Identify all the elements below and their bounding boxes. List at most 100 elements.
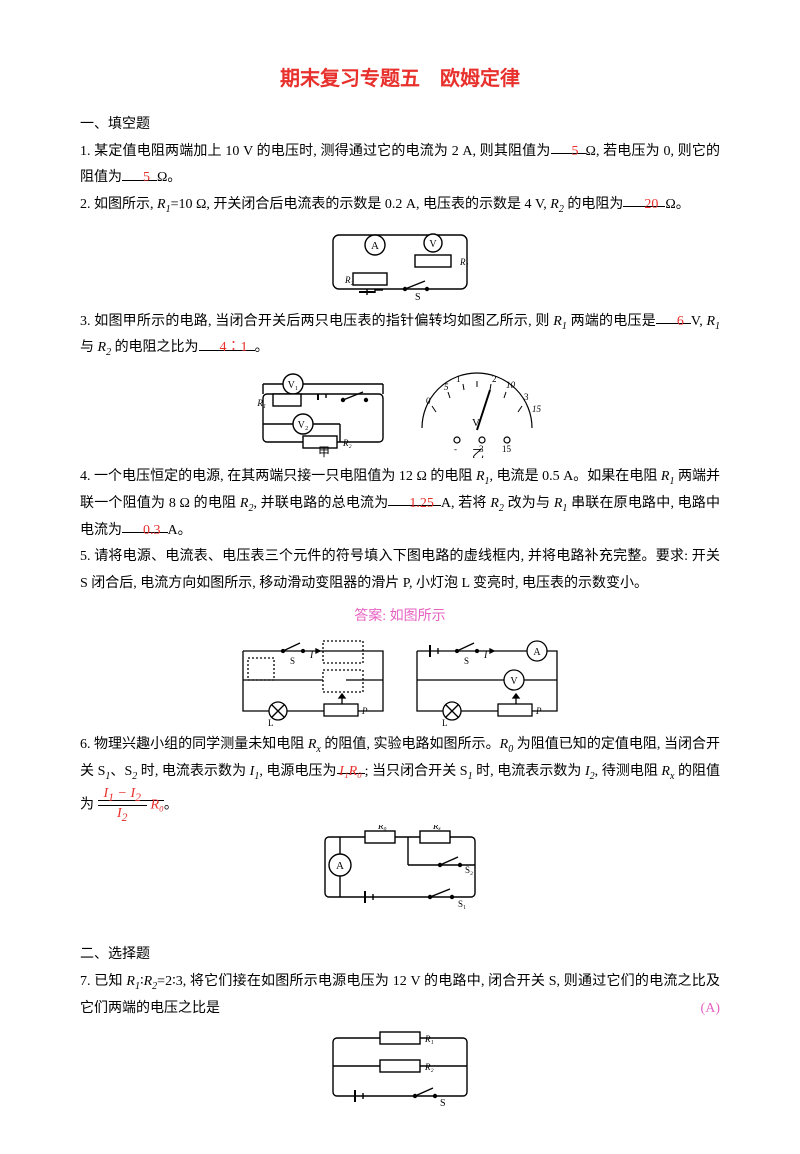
svg-text:P: P: [535, 706, 542, 716]
circuit-q5b-icon: S I V A P L: [402, 636, 572, 726]
svg-text:V₁: V₁: [288, 380, 299, 391]
q1-text-a: 1. 某定值电阻两端加上 10 V 的电压时, 测得通过它的电流为 2 A, 则…: [80, 144, 551, 159]
q3: 3. 如图甲所示的电路, 当闭合开关后两只电压表的指针偏转均如图乙所示, 则 R…: [80, 309, 720, 363]
svg-text:R₂: R₂: [424, 1062, 434, 1072]
q3-ans2: 4∶1: [199, 335, 255, 350]
section-2-head: 二、选择题: [80, 942, 720, 969]
svg-text:3: 3: [524, 392, 529, 402]
svg-text:I: I: [309, 650, 314, 661]
q6-b: 的阻值, 实验电路如图所示。: [321, 737, 500, 752]
q4-ans2: 0.3: [122, 518, 168, 533]
svg-text:15: 15: [532, 404, 542, 414]
q2-r2: R: [550, 197, 559, 212]
svg-text:0: 0: [426, 396, 431, 406]
q7-answer-group: (A): [701, 996, 720, 1023]
svg-text:R₂: R₂: [344, 275, 354, 285]
q5-figure: S I P L S I V A P L: [80, 636, 720, 726]
svg-text:V: V: [429, 239, 437, 250]
q6-ans2-r0: R₀: [150, 797, 163, 812]
q1-ans2: 5: [122, 165, 157, 180]
q6-i: , 待测电阻: [595, 764, 662, 779]
svg-text:1: 1: [456, 374, 461, 384]
svg-text:A: A: [371, 240, 379, 252]
svg-text:5: 5: [444, 382, 449, 392]
q4-f: 改为与: [504, 496, 554, 511]
svg-text:S: S: [415, 292, 421, 303]
q7-a: 7. 已知: [80, 974, 126, 989]
q7-figure: R₁ R₂ S: [80, 1028, 720, 1108]
q4-ans1: 1.25: [388, 491, 441, 506]
svg-text:V: V: [510, 676, 518, 687]
q4-h: A。: [168, 523, 192, 538]
q2-figure: A V R₁ R₂ S: [80, 225, 720, 303]
q7-c: =2∶3, 将它们接在如图所示电源电压为 12 V 的电路中, 闭合开关 S, …: [80, 974, 720, 1016]
svg-text:L: L: [268, 718, 274, 726]
q3-text-b: 两端的电压是: [567, 314, 656, 329]
page-title: 期末复习专题五 欧姆定律: [80, 60, 720, 98]
q5-ans-text: 答案: 如图所示: [354, 609, 445, 624]
q5: 5. 请将电源、电流表、电压表三个元件的符号填入下图电路的虚线框内, 并将电路补…: [80, 544, 720, 597]
svg-text:V₂: V₂: [298, 420, 309, 431]
section-1-head: 一、填空题: [80, 112, 720, 139]
svg-text:R₁: R₁: [257, 398, 267, 408]
q1-text-c: Ω。: [157, 170, 181, 185]
q6-ans1: I₁R₀: [337, 759, 365, 774]
circuit-q2-icon: A V R₁ R₂ S: [315, 225, 485, 303]
svg-text:15: 15: [502, 444, 512, 454]
q2-text-c: 的电阻为: [564, 197, 624, 212]
svg-text:S: S: [464, 656, 469, 666]
q3-text-e: 的电阻之比为: [111, 340, 199, 355]
q7-r1: R: [126, 974, 135, 989]
q4: 4. 一个电压恒定的电源, 在其两端只接一只电阻值为 12 Ω 的电阻 R1, …: [80, 464, 720, 544]
q2: 2. 如图所示, R1=10 Ω, 开关闭合后电流表的示数是 0.2 A, 电压…: [80, 192, 720, 219]
q4-d: , 并联电路的总电流为: [253, 496, 388, 511]
q6-h2: 时, 电流表示数为: [473, 764, 585, 779]
q6-f: , 电源电压为: [259, 764, 336, 779]
svg-text:S₂: S₂: [465, 865, 473, 875]
fraction-icon: I1 − I2 I2: [98, 786, 147, 825]
q1-ans1: 5: [551, 139, 586, 154]
q6-g: ; 当只闭合开关 S: [365, 764, 468, 779]
q3-r1bs: 1: [715, 320, 720, 331]
q6-ans2: I1 − I2 I2 R₀: [98, 786, 164, 801]
q6-rxb: R: [661, 764, 670, 779]
q3-text-d: 与: [80, 340, 98, 355]
svg-text:R₁: R₁: [459, 257, 469, 267]
q3-r2: R: [98, 340, 107, 355]
svg-text:-: -: [454, 444, 457, 454]
q6: 6. 物理兴趣小组的同学测量未知电阻 Rx 的阻值, 实验电路如图所示。R0 为…: [80, 732, 720, 819]
svg-text:甲: 甲: [318, 445, 330, 458]
meter-q3b-icon: 0 1 5 2 10 3 15 V - 3 15 乙: [402, 368, 552, 458]
svg-text:A: A: [533, 647, 541, 658]
q3-text-c: V,: [691, 314, 707, 329]
q6-a: 6. 物理兴趣小组的同学测量未知电阻: [80, 737, 308, 752]
svg-text:R₂: R₂: [342, 438, 352, 448]
q3-figure: V₁ R₁ V₂ R₂ 甲 0: [80, 368, 720, 458]
svg-text:P: P: [361, 706, 368, 716]
q6-figure: A R₀ Rₓ S₂ S₁: [80, 825, 720, 910]
svg-text:S₁: S₁: [458, 899, 466, 909]
svg-text:S: S: [440, 1098, 446, 1108]
q3-r1b: R: [706, 314, 715, 329]
svg-text:V: V: [472, 417, 480, 429]
svg-text:L: L: [442, 718, 448, 726]
q4-r1: R: [476, 469, 485, 484]
circuit-q3a-icon: V₁ R₁ V₂ R₂ 甲: [248, 368, 398, 458]
q2-text-b: =10 Ω, 开关闭合后电流表的示数是 0.2 A, 电压表的示数是 4 V,: [171, 197, 551, 212]
q2-text-d: Ω。: [665, 197, 689, 212]
q4-e: A, 若将: [441, 496, 490, 511]
q7-paren-r: ): [715, 1001, 720, 1016]
svg-text:2: 2: [492, 374, 497, 384]
q7: 7. 已知 R1∶R2=2∶3, 将它们接在如图所示电源电压为 12 V 的电路…: [80, 969, 720, 1022]
svg-text:I: I: [483, 650, 488, 661]
q2-text-a: 2. 如图所示,: [80, 197, 157, 212]
svg-text:Rₓ: Rₓ: [432, 825, 441, 831]
circuit-q5a-icon: S I P L: [228, 636, 398, 726]
q4-r2b: R: [490, 496, 499, 511]
q3-r1: R: [553, 314, 562, 329]
q3-text-a: 3. 如图甲所示的电路, 当闭合开关后两只电压表的指针偏转均如图乙所示, 则: [80, 314, 553, 329]
svg-text:10: 10: [506, 380, 516, 390]
q7-r2: R: [144, 974, 153, 989]
q3-ans1: 6: [656, 309, 691, 324]
q4-b: , 电流是 0.5 A。如果在电阻: [490, 469, 661, 484]
